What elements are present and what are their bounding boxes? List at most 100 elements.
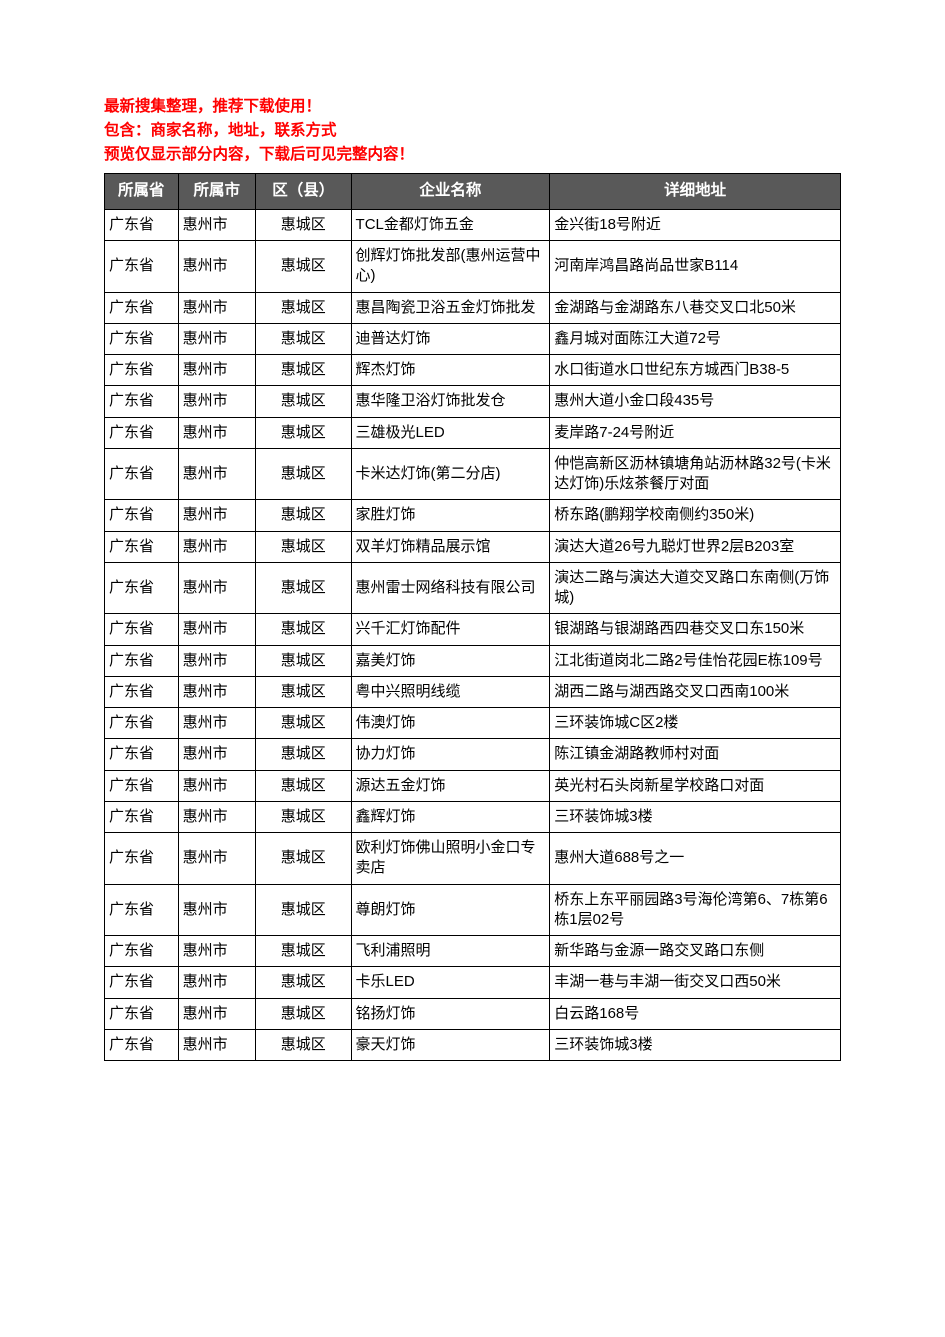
table-cell: 鑫辉灯饰 bbox=[351, 801, 550, 832]
table-row: 广东省惠州市惠城区飞利浦照明新华路与金源一路交叉路口东侧 bbox=[105, 936, 841, 967]
table-row: 广东省惠州市惠城区嘉美灯饰江北街道岗北二路2号佳怡花园E栋109号 bbox=[105, 645, 841, 676]
table-cell: 迪普达灯饰 bbox=[351, 323, 550, 354]
data-table: 所属省 所属市 区（县） 企业名称 详细地址 广东省惠州市惠城区TCL金都灯饰五… bbox=[104, 173, 841, 1061]
table-cell: 广东省 bbox=[105, 1029, 179, 1060]
table-cell: 广东省 bbox=[105, 801, 179, 832]
table-cell: 三环装饰城3楼 bbox=[550, 801, 841, 832]
table-cell: 惠州大道688号之一 bbox=[550, 833, 841, 885]
table-cell: 惠州市 bbox=[178, 355, 255, 386]
table-cell: 惠州市 bbox=[178, 1029, 255, 1060]
table-cell: 桥东上东平丽园路3号海伦湾第6、7栋第6栋1层02号 bbox=[550, 884, 841, 936]
table-cell: 惠州雷士网络科技有限公司 bbox=[351, 562, 550, 614]
table-row: 广东省惠州市惠城区创辉灯饰批发部(惠州运营中心)河南岸鸿昌路尚品世家B114 bbox=[105, 241, 841, 293]
table-cell: 惠城区 bbox=[255, 292, 351, 323]
table-cell: 广东省 bbox=[105, 500, 179, 531]
table-cell: 广东省 bbox=[105, 531, 179, 562]
table-cell: 惠州市 bbox=[178, 770, 255, 801]
table-row: 广东省惠州市惠城区兴千汇灯饰配件银湖路与银湖路西四巷交叉口东150米 bbox=[105, 614, 841, 645]
table-cell: 惠州市 bbox=[178, 209, 255, 240]
table-cell: 铭扬灯饰 bbox=[351, 998, 550, 1029]
table-cell: 惠州市 bbox=[178, 645, 255, 676]
table-row: 广东省惠州市惠城区粤中兴照明线缆湖西二路与湖西路交叉口西南100米 bbox=[105, 676, 841, 707]
table-cell: 广东省 bbox=[105, 417, 179, 448]
table-cell: 英光村石头岗新星学校路口对面 bbox=[550, 770, 841, 801]
table-cell: 协力灯饰 bbox=[351, 739, 550, 770]
table-cell: 三雄极光LED bbox=[351, 417, 550, 448]
table-cell: 金湖路与金湖路东八巷交叉口北50米 bbox=[550, 292, 841, 323]
table-cell: 惠州市 bbox=[178, 708, 255, 739]
table-cell: 广东省 bbox=[105, 645, 179, 676]
table-cell: 惠州市 bbox=[178, 448, 255, 500]
table-cell: 尊朗灯饰 bbox=[351, 884, 550, 936]
table-cell: 惠城区 bbox=[255, 770, 351, 801]
table-row: 广东省惠州市惠城区惠华隆卫浴灯饰批发仓惠州大道小金口段435号 bbox=[105, 386, 841, 417]
table-cell: 惠城区 bbox=[255, 614, 351, 645]
table-cell: 白云路168号 bbox=[550, 998, 841, 1029]
table-row: 广东省惠州市惠城区卡乐LED丰湖一巷与丰湖一街交叉口西50米 bbox=[105, 967, 841, 998]
table-cell: 广东省 bbox=[105, 739, 179, 770]
table-cell: 惠州市 bbox=[178, 884, 255, 936]
table-cell: 惠州市 bbox=[178, 417, 255, 448]
table-row: 广东省惠州市惠城区协力灯饰陈江镇金湖路教师村对面 bbox=[105, 739, 841, 770]
table-cell: 惠州市 bbox=[178, 614, 255, 645]
table-cell: 惠州市 bbox=[178, 386, 255, 417]
col-header-province: 所属省 bbox=[105, 174, 179, 210]
table-cell: 惠州市 bbox=[178, 323, 255, 354]
table-cell: 广东省 bbox=[105, 355, 179, 386]
col-header-city: 所属市 bbox=[178, 174, 255, 210]
table-cell: 广东省 bbox=[105, 292, 179, 323]
table-cell: 麦岸路7-24号附近 bbox=[550, 417, 841, 448]
table-cell: 演达二路与演达大道交叉路口东南侧(万饰城) bbox=[550, 562, 841, 614]
table-cell: 广东省 bbox=[105, 833, 179, 885]
table-cell: 惠州市 bbox=[178, 241, 255, 293]
table-row: 广东省惠州市惠城区源达五金灯饰英光村石头岗新星学校路口对面 bbox=[105, 770, 841, 801]
table-cell: 河南岸鸿昌路尚品世家B114 bbox=[550, 241, 841, 293]
intro-line-2: 包含：商家名称，地址，联系方式 bbox=[104, 119, 841, 143]
table-cell: 惠州市 bbox=[178, 998, 255, 1029]
table-cell: 惠州市 bbox=[178, 562, 255, 614]
table-cell: 卡米达灯饰(第二分店) bbox=[351, 448, 550, 500]
table-cell: 辉杰灯饰 bbox=[351, 355, 550, 386]
table-cell: 广东省 bbox=[105, 998, 179, 1029]
table-cell: 惠城区 bbox=[255, 936, 351, 967]
table-cell: 惠州市 bbox=[178, 967, 255, 998]
table-cell: 广东省 bbox=[105, 241, 179, 293]
table-cell: 桥东路(鹏翔学校南侧约350米) bbox=[550, 500, 841, 531]
table-cell: 江北街道岗北二路2号佳怡花园E栋109号 bbox=[550, 645, 841, 676]
table-cell: 广东省 bbox=[105, 209, 179, 240]
table-row: 广东省惠州市惠城区惠昌陶瓷卫浴五金灯饰批发金湖路与金湖路东八巷交叉口北50米 bbox=[105, 292, 841, 323]
table-row: 广东省惠州市惠城区伟澳灯饰三环装饰城C区2楼 bbox=[105, 708, 841, 739]
table-cell: 广东省 bbox=[105, 448, 179, 500]
col-header-address: 详细地址 bbox=[550, 174, 841, 210]
table-cell: 粤中兴照明线缆 bbox=[351, 676, 550, 707]
table-cell: 惠城区 bbox=[255, 998, 351, 1029]
table-cell: 广东省 bbox=[105, 614, 179, 645]
table-cell: 兴千汇灯饰配件 bbox=[351, 614, 550, 645]
table-cell: 源达五金灯饰 bbox=[351, 770, 550, 801]
table-cell: 银湖路与银湖路西四巷交叉口东150米 bbox=[550, 614, 841, 645]
table-cell: 欧利灯饰佛山照明小金口专卖店 bbox=[351, 833, 550, 885]
table-cell: TCL金都灯饰五金 bbox=[351, 209, 550, 240]
table-cell: 惠城区 bbox=[255, 323, 351, 354]
col-header-company: 企业名称 bbox=[351, 174, 550, 210]
table-cell: 惠城区 bbox=[255, 1029, 351, 1060]
table-row: 广东省惠州市惠城区家胜灯饰桥东路(鹏翔学校南侧约350米) bbox=[105, 500, 841, 531]
table-cell: 嘉美灯饰 bbox=[351, 645, 550, 676]
table-cell: 惠州市 bbox=[178, 739, 255, 770]
table-cell: 广东省 bbox=[105, 323, 179, 354]
table-cell: 惠城区 bbox=[255, 562, 351, 614]
table-cell: 惠城区 bbox=[255, 209, 351, 240]
table-body: 广东省惠州市惠城区TCL金都灯饰五金金兴街18号附近广东省惠州市惠城区创辉灯饰批… bbox=[105, 209, 841, 1060]
table-cell: 广东省 bbox=[105, 676, 179, 707]
table-row: 广东省惠州市惠城区三雄极光LED麦岸路7-24号附近 bbox=[105, 417, 841, 448]
table-cell: 鑫月城对面陈江大道72号 bbox=[550, 323, 841, 354]
table-row: 广东省惠州市惠城区鑫辉灯饰三环装饰城3楼 bbox=[105, 801, 841, 832]
table-cell: 惠城区 bbox=[255, 708, 351, 739]
table-cell: 湖西二路与湖西路交叉口西南100米 bbox=[550, 676, 841, 707]
table-cell: 惠城区 bbox=[255, 645, 351, 676]
table-row: 广东省惠州市惠城区双羊灯饰精品展示馆演达大道26号九聪灯世界2层B203室 bbox=[105, 531, 841, 562]
table-cell: 卡乐LED bbox=[351, 967, 550, 998]
table-row: 广东省惠州市惠城区豪天灯饰三环装饰城3楼 bbox=[105, 1029, 841, 1060]
table-cell: 惠城区 bbox=[255, 355, 351, 386]
table-row: 广东省惠州市惠城区惠州雷士网络科技有限公司演达二路与演达大道交叉路口东南侧(万饰… bbox=[105, 562, 841, 614]
